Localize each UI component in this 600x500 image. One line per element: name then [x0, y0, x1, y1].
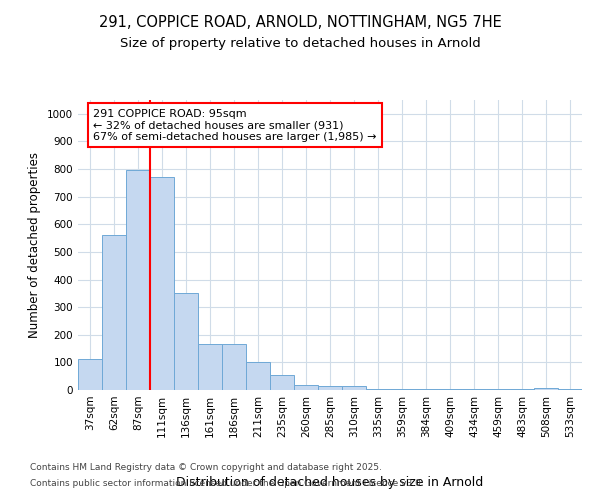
Text: Size of property relative to detached houses in Arnold: Size of property relative to detached ho…	[119, 38, 481, 51]
Bar	[246, 362, 270, 390]
Bar	[150, 178, 174, 390]
Bar	[318, 386, 342, 390]
Bar	[366, 389, 390, 390]
X-axis label: Distribution of detached houses by size in Arnold: Distribution of detached houses by size …	[176, 476, 484, 489]
Bar	[462, 389, 486, 390]
Y-axis label: Number of detached properties: Number of detached properties	[28, 152, 41, 338]
Text: Contains public sector information licensed under the Open Government Licence v3: Contains public sector information licen…	[30, 478, 424, 488]
Bar	[198, 344, 222, 390]
Bar	[390, 389, 414, 390]
Bar	[486, 389, 510, 390]
Bar	[438, 389, 462, 390]
Bar	[342, 386, 366, 390]
Bar	[270, 375, 294, 390]
Bar	[534, 388, 558, 390]
Text: 291, COPPICE ROAD, ARNOLD, NOTTINGHAM, NG5 7HE: 291, COPPICE ROAD, ARNOLD, NOTTINGHAM, N…	[98, 15, 502, 30]
Bar	[414, 389, 438, 390]
Bar	[126, 170, 150, 390]
Bar	[222, 344, 246, 390]
Bar	[102, 236, 126, 390]
Bar	[78, 359, 102, 390]
Bar	[294, 385, 318, 390]
Text: 291 COPPICE ROAD: 95sqm
← 32% of detached houses are smaller (931)
67% of semi-d: 291 COPPICE ROAD: 95sqm ← 32% of detache…	[93, 108, 377, 142]
Text: Contains HM Land Registry data © Crown copyright and database right 2025.: Contains HM Land Registry data © Crown c…	[30, 464, 382, 472]
Bar	[174, 294, 198, 390]
